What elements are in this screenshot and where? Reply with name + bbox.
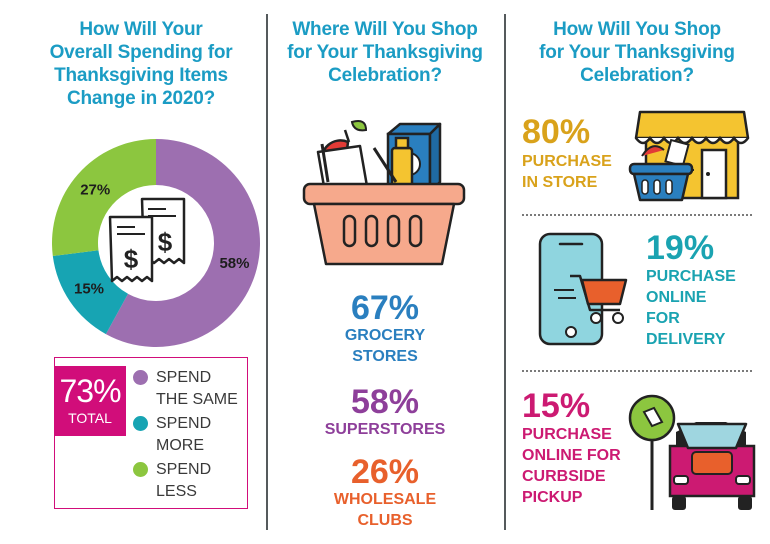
teal-dot-icon	[133, 416, 148, 431]
donut-label-less: 27%	[80, 181, 110, 198]
stat-delivery-label: PURCHASE ONLINE FOR DELIVERY	[646, 268, 736, 348]
svg-text:$: $	[158, 227, 173, 257]
svg-text:$: $	[124, 244, 139, 274]
curbside-pickup-icon	[628, 394, 756, 510]
donut-slice-same	[105, 139, 260, 347]
stat-instore-value: 80%	[522, 113, 591, 151]
divider-left	[266, 14, 268, 530]
stat-wholesale-label: WHOLESALE CLUBS	[333, 491, 437, 529]
storefront-icon	[628, 110, 750, 202]
divider-right	[504, 14, 506, 530]
legend-item-more: SPEND MORE	[133, 413, 211, 457]
stat-instore-label: PURCHASE IN STORE	[522, 153, 612, 191]
legend-item-same: SPEND THE SAME	[133, 367, 238, 411]
phone-cart-icon	[538, 232, 628, 346]
stat-superstores-value: 58%	[350, 383, 420, 421]
green-dot-icon	[133, 462, 148, 477]
stat-wholesale-value: 26%	[350, 453, 420, 491]
panel3-title: How Will You Shop for Your Thanksgiving …	[539, 19, 735, 86]
legend-label-more: SPEND MORE	[156, 415, 212, 454]
separator-1	[522, 214, 752, 216]
purple-dot-icon	[133, 370, 148, 385]
legend-label-same: SPEND THE SAME	[156, 369, 238, 408]
stat-grocery-value: 67%	[350, 289, 420, 327]
total-value: 73%	[59, 373, 121, 409]
donut-label-same: 58%	[219, 255, 249, 272]
grocery-basket-icon	[302, 120, 466, 266]
donut-slice-less	[51, 139, 156, 257]
separator-2	[522, 370, 752, 372]
stat-superstores-label: SUPERSTORES	[324, 421, 446, 438]
legend-label-less: SPEND LESS	[156, 461, 212, 500]
donut-slice-more	[52, 250, 129, 335]
stat-curbside-label: PURCHASE ONLINE FOR CURBSIDE PICKUP	[522, 426, 621, 506]
stat-grocery-label: GROCERY STORES	[344, 327, 426, 365]
total-label: TOTAL	[68, 410, 112, 426]
legend-item-less: SPEND LESS	[133, 459, 211, 503]
receipts-icon: $ $	[108, 197, 186, 283]
donut-label-more: 15%	[74, 281, 104, 298]
total-badge: 73% TOTAL	[54, 366, 126, 436]
spending-donut-chart: 58% 15% 27% $ $	[51, 139, 260, 347]
panel2-title: Where Will You Shop for Your Thanksgivin…	[287, 19, 483, 86]
stat-curbside-value: 15%	[522, 387, 591, 425]
stat-delivery-value: 19%	[646, 229, 715, 267]
panel1-title: How Will Your Overall Spending for Thank…	[49, 19, 233, 109]
